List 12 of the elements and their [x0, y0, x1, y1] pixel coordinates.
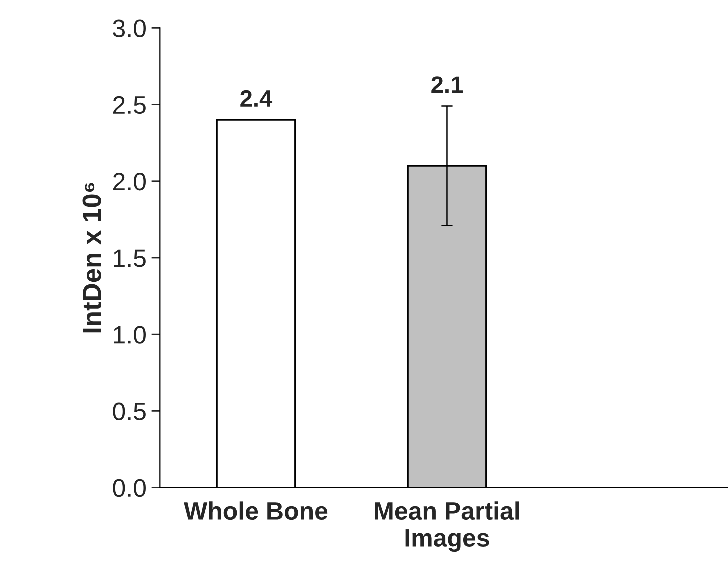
y-tick-label: 2.5 — [113, 96, 146, 114]
y-tick-label: 1.0 — [114, 326, 146, 344]
data-label: 2.4 — [240, 90, 273, 107]
y-tick-label: 0.0 — [113, 479, 146, 498]
data-label: 2.1 — [432, 76, 463, 94]
x-tick-label: Whole Bone — [184, 502, 328, 520]
y-tick-label: 0.5 — [113, 402, 146, 420]
y-axis-title: IntDen x 10⁶ — [82, 183, 102, 333]
y-tick-label: 1.5 — [114, 250, 146, 268]
x-tick-label: Mean Partial Images — [375, 502, 520, 552]
y-tick-label: 3.0 — [113, 20, 146, 38]
y-tick-label: 2.0 — [113, 172, 146, 191]
